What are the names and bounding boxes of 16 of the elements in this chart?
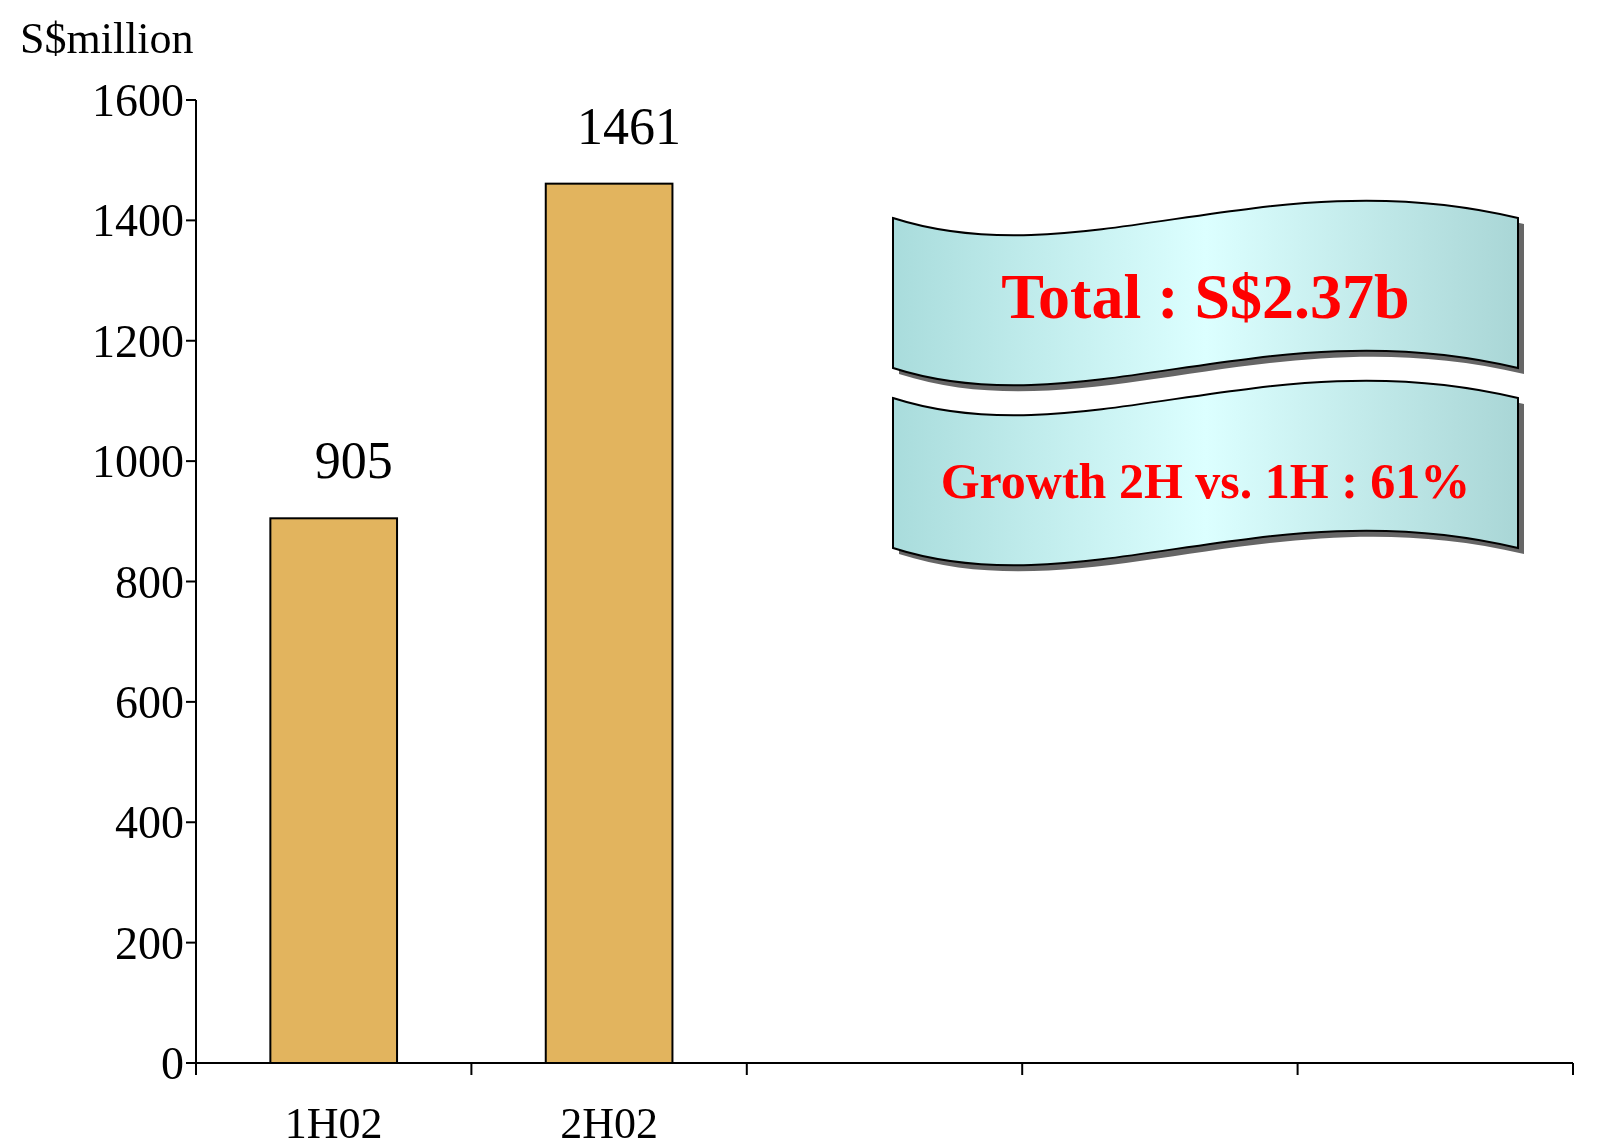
data-label: 905 [314, 432, 393, 490]
y-tick-label: 1400 [92, 195, 184, 247]
y-tick-label: 0 [161, 1038, 184, 1089]
annotation: Growth 2H vs. 1H : 61% [940, 453, 1471, 509]
data-label: 1461 [577, 97, 682, 155]
x-tick-label: 1H02 [284, 1099, 383, 1145]
y-tick-label: 800 [115, 556, 184, 608]
y-axis-title: S$million [20, 14, 194, 63]
y-tick-label: 1000 [92, 436, 184, 488]
y-tick-label: 600 [115, 676, 184, 728]
y-tick-label: 400 [115, 797, 184, 849]
annotation: Total : S$2.37b [1001, 261, 1410, 332]
y-tick-label: 200 [115, 917, 184, 969]
x-tick-label: 2H02 [560, 1099, 658, 1145]
y-tick-label: 1600 [92, 75, 184, 126]
y-tick-label: 1200 [92, 315, 184, 367]
